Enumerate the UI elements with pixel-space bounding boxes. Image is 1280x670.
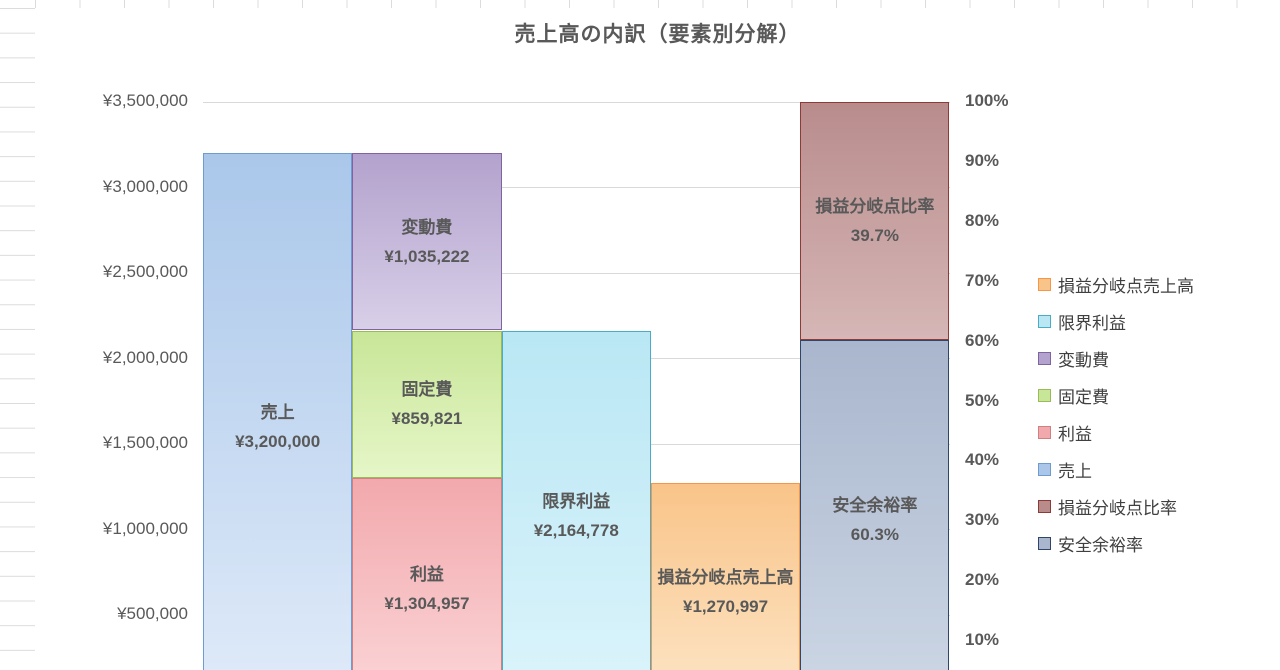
legend-swatch-icon <box>1038 315 1051 328</box>
bar-segment-label: 売上 <box>260 403 295 423</box>
y-axis-right-tick-label: 30% <box>965 510 1000 530</box>
legend-swatch-icon <box>1038 426 1051 439</box>
y-axis-left-tick-label: ¥1,000,000 <box>102 518 188 538</box>
legend-swatch-icon <box>1038 389 1051 402</box>
bar-segment-label: 限界利益 <box>542 491 611 511</box>
legend-swatch-icon <box>1038 537 1051 550</box>
bar-segment-label: 安全余裕率 <box>832 496 918 516</box>
bar-segment-label: 損益分岐点売上高 <box>657 568 794 588</box>
legend-item-label: 利益 <box>1058 425 1092 444</box>
y-axis-left-tick-label: ¥3,500,000 <box>102 91 188 110</box>
y-axis-right-tick-label: 70% <box>965 270 1000 290</box>
bar-segment-value: ¥1,035,222 <box>384 246 470 266</box>
legend-item-safety-margin[interactable]: 安全余裕率 <box>1038 525 1280 562</box>
legend-item-label: 固定費 <box>1058 388 1109 407</box>
legend-item-label: 限界利益 <box>1058 314 1126 333</box>
bar-segment-label: 損益分岐点比率 <box>815 196 935 216</box>
y-axis-left-tick-label: ¥2,000,000 <box>102 347 188 367</box>
legend-item-profit[interactable]: 利益 <box>1038 414 1280 451</box>
bar-segment-breakeven-ratio[interactable]: 損益分岐点比率 39.7% <box>800 102 950 340</box>
gridline <box>203 272 950 274</box>
bar-segment-value: 39.7% <box>850 225 899 245</box>
bar-segment-fixed-cost[interactable]: 固定費 ¥859,821 <box>352 330 502 478</box>
legend-item-label: 変動費 <box>1058 351 1109 370</box>
bar-segment-value: ¥859,821 <box>391 409 463 429</box>
legend-item-label: 損益分岐点比率 <box>1058 499 1177 518</box>
y-axis-right-tick-label: 100% <box>965 91 1009 110</box>
bar-segment-value: ¥2,164,778 <box>533 520 619 540</box>
legend-swatch-icon <box>1038 463 1051 476</box>
y-axis-right-tick-label: 90% <box>965 150 1000 170</box>
y-axis-left-tick-label: ¥2,500,000 <box>102 262 188 282</box>
legend-item-fixed-cost[interactable]: 固定費 <box>1038 377 1280 414</box>
chart-title: 売上高の内訳（要素別分解） <box>514 23 801 46</box>
legend-item-breakeven-ratio[interactable]: 損益分岐点比率 <box>1038 488 1280 525</box>
y-axis-left-tick-label: ¥3,000,000 <box>102 176 188 196</box>
bar-segment-value: 60.3% <box>850 525 899 545</box>
bar-segment-breakeven-sales[interactable]: 損益分岐点売上高 ¥1,270,997 <box>650 483 801 670</box>
y-axis-right-tick-label: 80% <box>965 210 1000 230</box>
bar-segment-marginal-profit[interactable]: 限界利益 ¥2,164,778 <box>501 330 651 670</box>
legend-item-label: 損益分岐点売上高 <box>1058 277 1194 296</box>
legend-item-sales[interactable]: 売上 <box>1038 451 1280 488</box>
y-axis-right-tick-label: 10% <box>965 630 1000 650</box>
gridline <box>203 187 950 189</box>
bar-segment-label: 利益 <box>409 565 444 585</box>
legend: 損益分岐点売上高 限界利益変動費固定費利益売上損益分岐点比率 安全余裕率 <box>1038 266 1280 562</box>
bar-segment-variable-cost[interactable]: 変動費 ¥1,035,222 <box>352 153 502 331</box>
bar-segment-profit[interactable]: 利益 ¥1,304,957 <box>352 477 502 670</box>
legend-swatch-icon <box>1038 352 1051 365</box>
legend-item-variable-cost[interactable]: 変動費 <box>1038 340 1280 377</box>
bar-segment-value: ¥1,270,997 <box>682 597 769 617</box>
legend-swatch-icon <box>1038 278 1051 291</box>
gridline <box>203 101 950 103</box>
bar-segment-value: ¥1,304,957 <box>384 594 470 614</box>
legend-item-marginal-profit[interactable]: 限界利益 <box>1038 303 1280 340</box>
bar-segment-safety-margin[interactable]: 安全余裕率 60.3% <box>800 339 950 670</box>
y-axis-right-tick-label: 60% <box>965 330 1000 350</box>
legend-item-label: 安全余裕率 <box>1058 536 1143 555</box>
y-axis-right-tick-label: 40% <box>965 450 1000 470</box>
legend-swatch-icon <box>1038 500 1051 513</box>
y-axis-right-tick-label: 20% <box>965 570 1000 590</box>
y-axis-left-tick-label: ¥1,500,000 <box>102 433 188 453</box>
y-axis-left-tick-label: ¥500,000 <box>117 604 188 624</box>
bar-segment-label: 変動費 <box>401 217 453 237</box>
legend-item-breakeven-sales[interactable]: 損益分岐点売上高 <box>1038 266 1280 303</box>
spreadsheet-column-grid <box>35 0 1280 8</box>
y-axis-right-tick-label: 50% <box>965 390 1000 410</box>
bar-segment-sales[interactable]: 売上 ¥3,200,000 <box>203 153 353 670</box>
bar-segment-label: 固定費 <box>401 380 453 400</box>
legend-item-label: 売上 <box>1058 462 1092 481</box>
bar-segment-value: ¥3,200,000 <box>235 432 321 452</box>
